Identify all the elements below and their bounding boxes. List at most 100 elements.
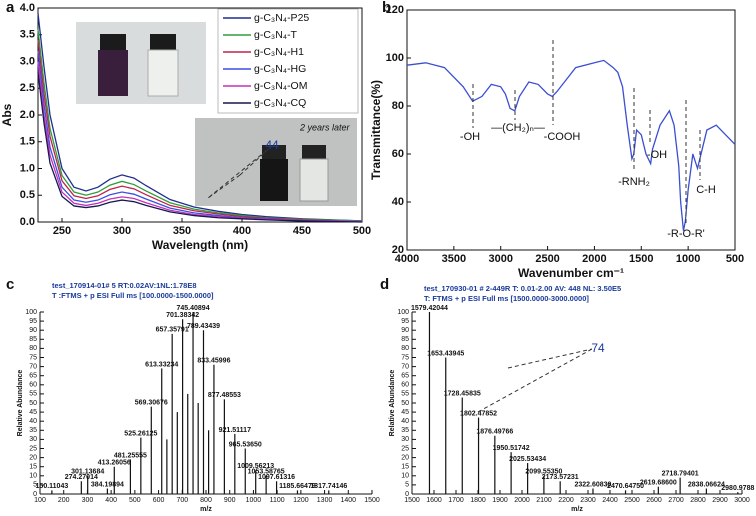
peak-label: 789.43439 — [187, 323, 220, 330]
y-tick-label: 100 — [386, 52, 404, 64]
peak-label: 1653.43945 — [427, 350, 464, 357]
x-tick-label: 450 — [293, 225, 311, 237]
y-tick-label: 70 — [29, 363, 37, 370]
y-tick-label: 10 — [401, 473, 409, 480]
peak-label: 1009.56213 — [237, 463, 274, 470]
annotation: 74 — [591, 341, 605, 355]
peak-label: 657.35791 — [156, 327, 189, 334]
peak-label: 413.26056 — [98, 460, 131, 467]
y-tick-label: 10 — [29, 473, 37, 480]
panel-letter: c — [6, 276, 14, 293]
peak-label: 613.33234 — [145, 361, 178, 368]
peak-label: 745.40894 — [177, 305, 210, 312]
peak-label: 150.11043 — [36, 483, 69, 490]
panel-letter: a — [6, 0, 15, 16]
x-tick-label: 1300 — [317, 497, 333, 504]
peak-label: 1876.49766 — [476, 429, 513, 436]
y-tick-label: 20 — [29, 454, 37, 461]
x-tick-label: 300 — [82, 497, 94, 504]
x-tick-label: 100 — [34, 497, 46, 504]
peak-label: 2718.79401 — [662, 470, 699, 477]
inset-photo — [76, 22, 206, 104]
peak-label: 1802.47852 — [460, 410, 497, 417]
y-tick-label: 45 — [29, 409, 37, 416]
legend-label: g-C₃N₄-T — [254, 29, 298, 41]
y-tick-label: 35 — [401, 427, 409, 434]
x-tick-label: 800 — [200, 497, 212, 504]
x-tick-label: 2500 — [624, 497, 640, 504]
x-tick-label: 1000 — [246, 497, 262, 504]
x-tick-label: 3000 — [734, 497, 750, 504]
panel: b 20 40 60 80 100 120 4000 3500 3000 2500 2000 1500 1… — [369, 0, 744, 280]
data-line — [37, 40, 363, 223]
y-tick-label: 30 — [401, 436, 409, 443]
y-tick-label: 0 — [405, 491, 409, 498]
annotation: -OH — [647, 149, 667, 161]
x-tick-label: 500 — [726, 253, 744, 265]
y-tick-label: 80 — [401, 345, 409, 352]
y-tick-label: 15 — [29, 464, 37, 471]
panel: d test_170930-01 # 2-449R T: 0.01-2.00 AV… — [380, 276, 754, 513]
x-tick-label: 900 — [224, 497, 236, 504]
peak-label: 1728.45835 — [444, 390, 481, 397]
spectrum-header: T :FTMS + p ESI Full ms [100.0000-1500.0… — [52, 291, 214, 300]
y-tick-label: 15 — [401, 464, 409, 471]
peak-label: 2619.68600 — [640, 480, 677, 487]
y-tick-label: 25 — [401, 445, 409, 452]
annotation: -OH — [460, 131, 480, 143]
y-tick-label: 100 — [25, 309, 37, 316]
annotation: C-H — [696, 184, 716, 196]
spectrum-header: test_170914-01# 5 RT:0.02AV:1NL:1.78E8 — [52, 281, 197, 290]
x-tick-label: 400 — [105, 497, 117, 504]
y-tick-label: 60 — [392, 148, 404, 160]
y-tick-label: 50 — [401, 400, 409, 407]
panel: c test_170914-01# 5 RT:0.02AV:1NL:1.78E8T… — [6, 138, 380, 513]
y-tick-label: 65 — [29, 373, 37, 380]
peak-label: 701.38342 — [166, 312, 199, 319]
peak-label: 569.30676 — [135, 399, 168, 406]
spectrum-header: test_170930-01 # 2-449R T: 0.01-2.00 AV:… — [424, 284, 621, 293]
x-tick-label: 700 — [176, 497, 188, 504]
x-axis-label: m/z — [571, 506, 583, 513]
y-tick-label: 80 — [392, 100, 404, 112]
data-line — [37, 13, 363, 222]
y-tick-label: 2.0 — [20, 109, 35, 121]
y-tick-label: 20 — [392, 244, 404, 256]
x-tick-label: 1600 — [426, 497, 442, 504]
x-tick-label: 2500 — [535, 253, 559, 265]
x-tick-label: 2900 — [712, 497, 728, 504]
y-tick-label: 80 — [29, 345, 37, 352]
x-tick-label: 1700 — [448, 497, 464, 504]
annotation: -R-O-R' — [667, 228, 705, 240]
y-tick-label: 20 — [401, 454, 409, 461]
y-tick-label: 60 — [29, 382, 37, 389]
annotation: -COOH — [544, 131, 581, 143]
peak-label: 1053.58765 — [248, 469, 285, 476]
peak-label: 384.19894 — [91, 481, 124, 488]
legend-label: g-C₃N₄-P25 — [254, 12, 309, 24]
annotation: 2 years later — [299, 122, 351, 132]
peak-label: 1185.66479 — [279, 483, 316, 490]
y-tick-label: 70 — [401, 363, 409, 370]
y-tick-label: 5 — [405, 482, 409, 489]
y-tick-label: 2.5 — [20, 82, 35, 94]
y-tick-label: 1.5 — [20, 136, 35, 148]
x-tick-label: 500 — [353, 225, 371, 237]
x-tick-label: 250 — [53, 225, 71, 237]
x-tick-label: 2000 — [514, 497, 530, 504]
y-tick-label: 40 — [401, 418, 409, 425]
annotation: 44 — [265, 138, 279, 152]
x-tick-label: 1500 — [404, 497, 420, 504]
x-tick-label: 500 — [129, 497, 141, 504]
spectrum-header: T: FTMS + p ESI Full ms [1500.0000-3000.… — [424, 294, 589, 303]
y-tick-label: 4.0 — [20, 2, 35, 14]
annotation-dash — [507, 348, 593, 369]
x-axis-label: Wavelength (nm) — [152, 238, 248, 252]
peak-label: 481.25555 — [114, 452, 147, 459]
peak-label: 525.26125 — [124, 430, 157, 437]
y-tick-label: 0.5 — [20, 189, 35, 201]
x-tick-label: 1900 — [492, 497, 508, 504]
peak-label: 921.51117 — [219, 427, 251, 434]
peak-label: 877.48553 — [208, 392, 241, 399]
